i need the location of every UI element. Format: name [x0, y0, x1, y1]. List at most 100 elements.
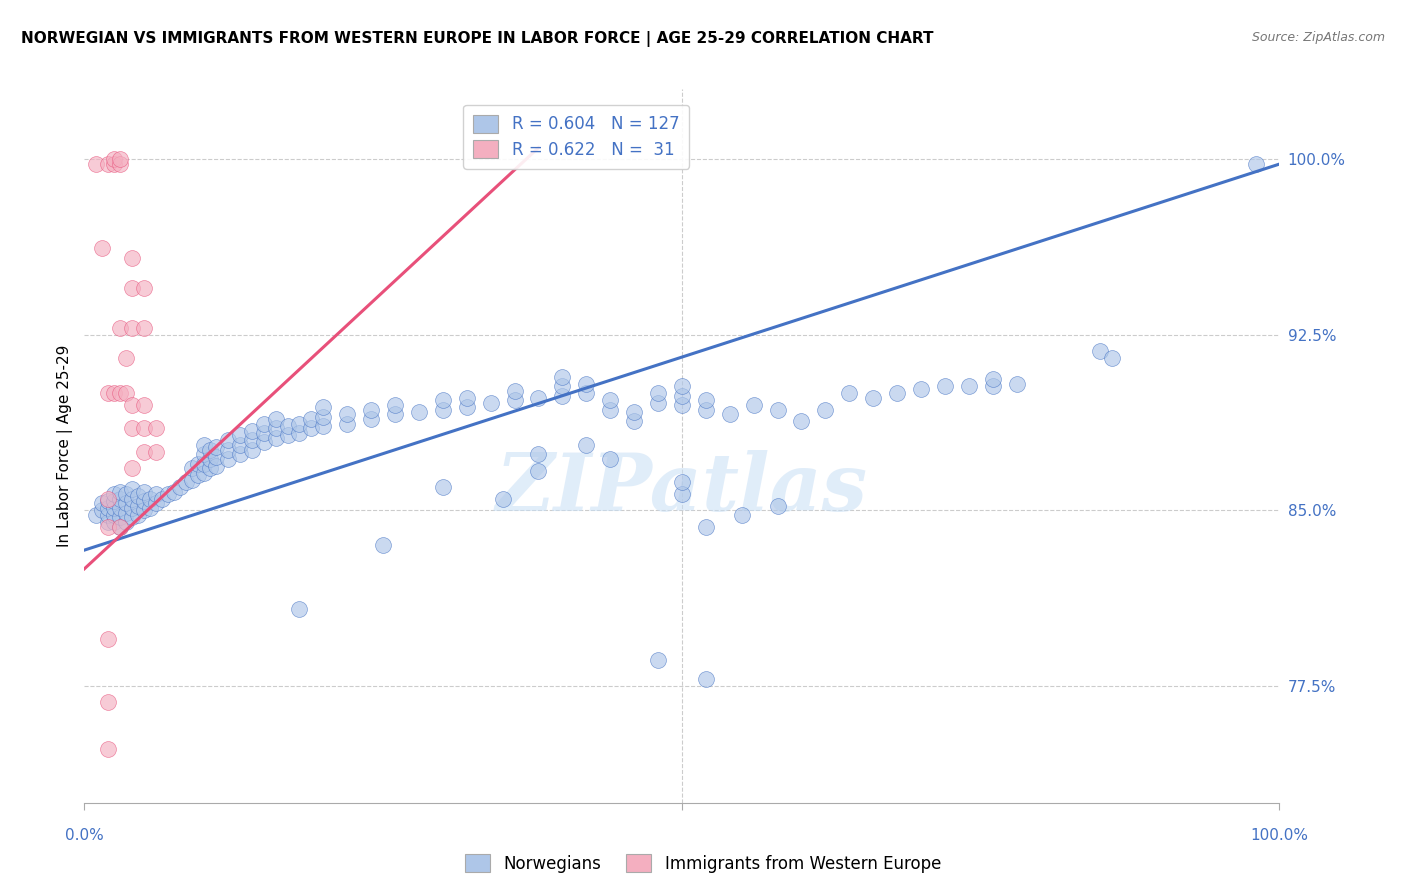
Point: [121, 321, 143, 335]
Point: [408, 405, 430, 419]
Point: [145, 421, 167, 435]
Point: [127, 499, 149, 513]
Point: [132, 321, 156, 335]
Legend: R = 0.604   N = 127, R = 0.622   N =  31: R = 0.604 N = 127, R = 0.622 N = 31: [463, 104, 689, 169]
Point: [97, 742, 120, 756]
Text: NORWEGIAN VS IMMIGRANTS FROM WESTERN EUROPE IN LABOR FORCE | AGE 25-29 CORRELATI: NORWEGIAN VS IMMIGRANTS FROM WESTERN EUR…: [21, 31, 934, 47]
Point: [127, 508, 149, 522]
Point: [97, 515, 120, 529]
Point: [647, 395, 669, 409]
Point: [132, 445, 156, 459]
Point: [456, 391, 478, 405]
Point: [240, 442, 263, 457]
Point: [742, 398, 765, 412]
Legend: Norwegians, Immigrants from Western Europe: Norwegians, Immigrants from Western Euro…: [458, 847, 948, 880]
Point: [163, 484, 186, 499]
Point: [97, 632, 120, 646]
Point: [121, 281, 143, 295]
Point: [121, 501, 143, 516]
Point: [121, 398, 143, 412]
Point: [115, 506, 138, 520]
Point: [981, 372, 1004, 386]
Point: [181, 461, 204, 475]
Point: [301, 421, 323, 435]
Point: [360, 412, 382, 426]
Point: [132, 421, 156, 435]
Point: [110, 321, 132, 335]
Point: [527, 464, 550, 478]
Point: [145, 487, 167, 501]
Point: [91, 496, 114, 510]
Point: [97, 494, 120, 508]
Point: [288, 417, 311, 431]
Point: [910, 382, 932, 396]
Point: [205, 440, 228, 454]
Point: [264, 421, 287, 435]
Point: [97, 501, 120, 516]
Point: [288, 426, 311, 441]
Point: [731, 508, 754, 522]
Point: [139, 491, 162, 506]
Point: [551, 389, 574, 403]
Point: [97, 519, 120, 533]
Point: [599, 402, 621, 417]
Point: [103, 515, 125, 529]
Point: [115, 487, 138, 501]
Point: [110, 157, 132, 171]
Point: [121, 510, 143, 524]
Point: [671, 389, 693, 403]
Point: [229, 447, 252, 461]
Text: 0.0%: 0.0%: [65, 828, 104, 843]
Point: [103, 386, 125, 401]
Point: [86, 508, 108, 522]
Point: [187, 468, 209, 483]
Point: [671, 475, 693, 490]
Point: [862, 391, 884, 405]
Point: [193, 438, 215, 452]
Point: [599, 451, 621, 466]
Point: [253, 426, 276, 441]
Point: [127, 489, 149, 503]
Point: [103, 494, 125, 508]
Point: [1090, 344, 1112, 359]
Point: [492, 491, 515, 506]
Point: [198, 442, 221, 457]
Point: [695, 672, 717, 686]
Point: [217, 442, 239, 457]
Point: [766, 499, 789, 513]
Point: [479, 395, 502, 409]
Point: [1244, 157, 1267, 171]
Point: [934, 379, 956, 393]
Point: [695, 393, 717, 408]
Point: [695, 402, 717, 417]
Point: [503, 384, 526, 398]
Point: [671, 487, 693, 501]
Point: [277, 428, 299, 442]
Text: 100.0%: 100.0%: [1250, 828, 1309, 843]
Point: [312, 409, 335, 424]
Point: [205, 458, 228, 473]
Point: [312, 401, 335, 415]
Point: [110, 519, 132, 533]
Point: [198, 451, 221, 466]
Point: [121, 421, 143, 435]
Point: [551, 379, 574, 393]
Point: [132, 398, 156, 412]
Point: [336, 417, 359, 431]
Point: [575, 438, 598, 452]
Point: [253, 417, 276, 431]
Point: [814, 402, 837, 417]
Point: [97, 386, 120, 401]
Point: [91, 503, 114, 517]
Point: [277, 419, 299, 434]
Point: [110, 153, 132, 167]
Point: [360, 402, 382, 417]
Point: [575, 376, 598, 391]
Point: [181, 473, 204, 487]
Point: [599, 393, 621, 408]
Point: [145, 445, 167, 459]
Point: [264, 431, 287, 445]
Point: [432, 480, 454, 494]
Point: [1005, 376, 1028, 391]
Point: [312, 419, 335, 434]
